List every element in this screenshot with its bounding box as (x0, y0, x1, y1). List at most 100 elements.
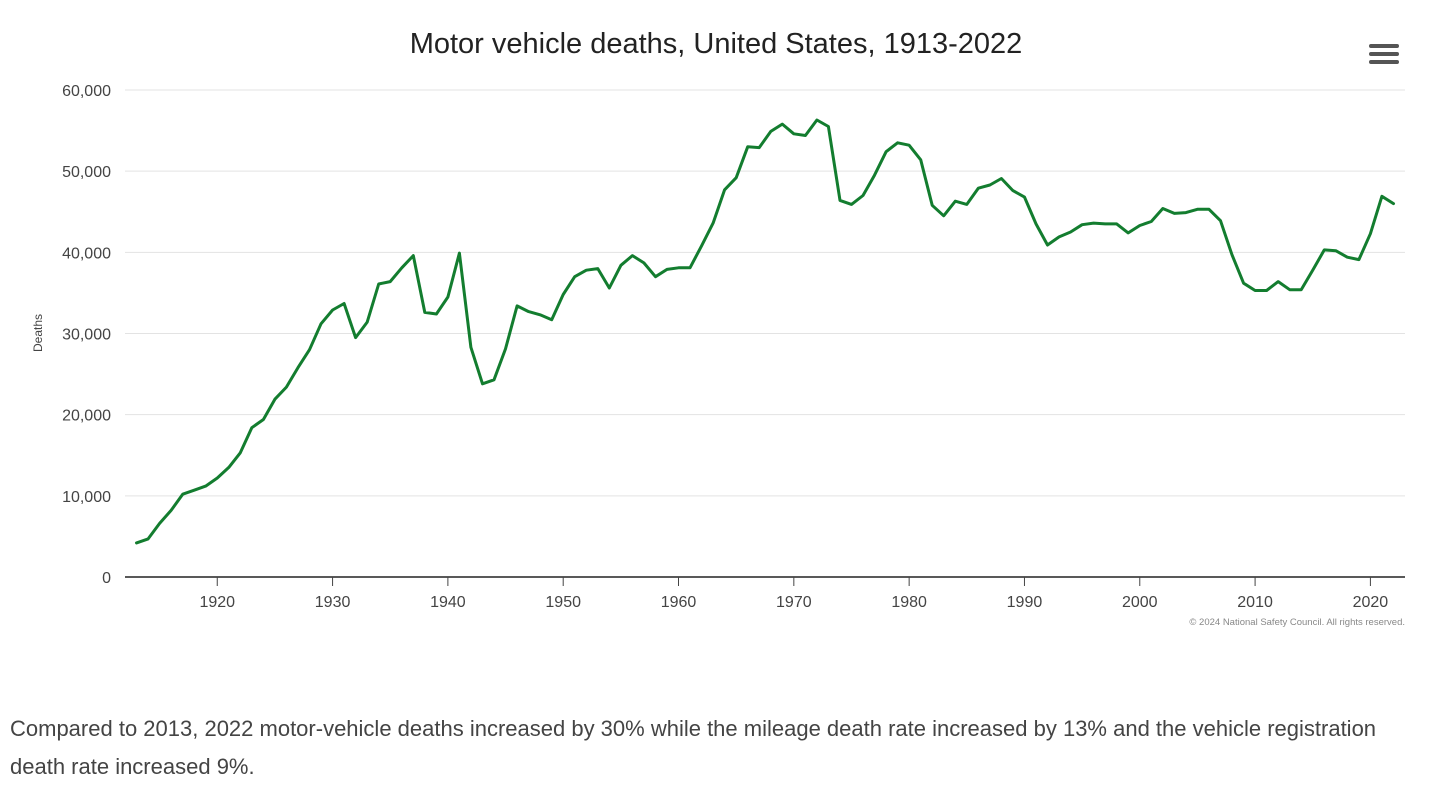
data-point[interactable] (1322, 248, 1326, 252)
data-point[interactable] (584, 268, 588, 272)
data-point[interactable] (965, 202, 969, 206)
data-point[interactable] (354, 336, 358, 340)
data-point[interactable] (757, 146, 761, 150)
data-point[interactable] (411, 254, 415, 258)
data-point[interactable] (181, 492, 185, 496)
data-point[interactable] (250, 426, 254, 430)
data-point[interactable] (192, 488, 196, 492)
data-point[interactable] (1380, 194, 1384, 198)
data-point[interactable] (169, 508, 173, 512)
data-point[interactable] (1265, 289, 1269, 293)
data-point[interactable] (815, 118, 819, 122)
data-point[interactable] (942, 214, 946, 218)
data-point[interactable] (1046, 243, 1050, 247)
data-point[interactable] (504, 347, 508, 351)
data-point[interactable] (308, 348, 312, 352)
data-point[interactable] (573, 275, 577, 279)
data-point[interactable] (792, 132, 796, 136)
data-point[interactable] (1230, 253, 1234, 257)
data-point[interactable] (331, 308, 335, 312)
data-point[interactable] (596, 267, 600, 271)
data-point[interactable] (227, 465, 231, 469)
data-point[interactable] (1103, 222, 1107, 226)
data-point[interactable] (215, 476, 219, 480)
data-point[interactable] (204, 484, 208, 488)
data-point[interactable] (1069, 230, 1073, 234)
data-point[interactable] (976, 186, 980, 190)
data-point[interactable] (665, 267, 669, 271)
data-point[interactable] (377, 282, 381, 286)
data-point[interactable] (700, 244, 704, 248)
data-point[interactable] (515, 304, 519, 308)
chart-menu-button[interactable] (1366, 40, 1402, 70)
data-point[interactable] (457, 251, 461, 255)
data-point[interactable] (919, 158, 923, 162)
data-point[interactable] (838, 198, 842, 202)
data-point[interactable] (400, 266, 404, 270)
data-point[interactable] (1334, 249, 1338, 253)
data-point[interactable] (850, 202, 854, 206)
data-point[interactable] (1184, 211, 1188, 215)
data-point[interactable] (1126, 231, 1130, 235)
data-point[interactable] (619, 263, 623, 267)
data-point[interactable] (677, 266, 681, 270)
data-point[interactable] (654, 275, 658, 279)
data-point[interactable] (1149, 220, 1153, 224)
data-point[interactable] (550, 318, 554, 322)
data-point[interactable] (999, 177, 1003, 181)
data-point[interactable] (492, 378, 496, 382)
data-point[interactable] (158, 521, 162, 525)
data-point[interactable] (907, 143, 911, 147)
data-point[interactable] (1207, 207, 1211, 211)
data-point[interactable] (469, 345, 473, 349)
data-point[interactable] (1092, 221, 1096, 225)
data-point[interactable] (688, 266, 692, 270)
data-point[interactable] (1138, 224, 1142, 228)
data-point[interactable] (423, 310, 427, 314)
data-point[interactable] (1161, 207, 1165, 211)
data-point[interactable] (1311, 268, 1315, 272)
data-point[interactable] (630, 254, 634, 258)
data-point[interactable] (388, 280, 392, 284)
data-point[interactable] (803, 134, 807, 138)
data-point[interactable] (561, 293, 565, 297)
data-point[interactable] (826, 125, 830, 129)
data-point[interactable] (607, 286, 611, 290)
data-point[interactable] (723, 188, 727, 192)
data-point[interactable] (1195, 207, 1199, 211)
data-point[interactable] (284, 385, 288, 389)
data-point[interactable] (481, 382, 485, 386)
data-point[interactable] (746, 145, 750, 149)
data-point[interactable] (1392, 202, 1396, 206)
data-point[interactable] (1368, 232, 1372, 236)
data-point[interactable] (873, 173, 877, 177)
data-point[interactable] (1253, 289, 1257, 293)
data-point[interactable] (1172, 211, 1176, 215)
data-point[interactable] (780, 122, 784, 126)
data-point[interactable] (238, 451, 242, 455)
data-point[interactable] (296, 366, 300, 370)
data-point[interactable] (769, 129, 773, 133)
data-point[interactable] (146, 537, 150, 541)
data-point[interactable] (273, 397, 277, 401)
data-point[interactable] (861, 194, 865, 198)
data-point[interactable] (1357, 258, 1361, 262)
data-point[interactable] (988, 183, 992, 187)
data-point[interactable] (1345, 255, 1349, 259)
data-point[interactable] (930, 203, 934, 207)
data-point[interactable] (642, 261, 646, 265)
data-point[interactable] (1023, 195, 1027, 199)
data-point[interactable] (1011, 189, 1015, 193)
data-point[interactable] (342, 302, 346, 306)
data-point[interactable] (1115, 222, 1119, 226)
data-point[interactable] (953, 199, 957, 203)
data-point[interactable] (1242, 281, 1246, 285)
data-point[interactable] (711, 221, 715, 225)
data-point[interactable] (135, 541, 139, 545)
data-point[interactable] (527, 310, 531, 314)
data-point[interactable] (1276, 280, 1280, 284)
data-point[interactable] (734, 176, 738, 180)
data-point[interactable] (319, 322, 323, 326)
data-point[interactable] (1288, 288, 1292, 292)
data-point[interactable] (884, 150, 888, 154)
